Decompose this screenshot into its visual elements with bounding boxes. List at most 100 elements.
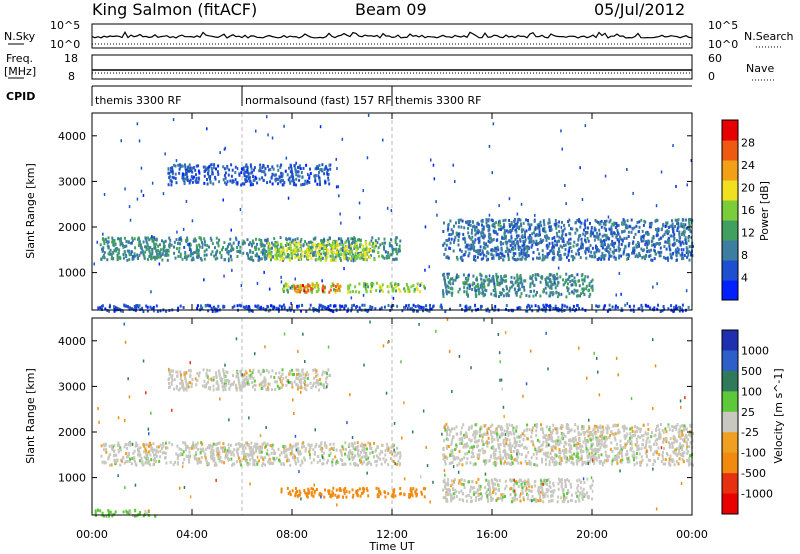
echo-cell [389,282,392,286]
echo-cell [303,254,306,258]
echo-cell [232,247,235,251]
echo-cell [280,374,283,378]
echo-cell [188,166,191,170]
echo-region [100,441,402,467]
echo-cell [394,238,397,242]
echo-cell [550,286,553,290]
echo-cell [634,255,637,259]
echo-cell [264,378,267,382]
echo-cell [335,285,337,288]
echo-cell [302,166,305,170]
echo-cell [482,225,485,229]
echo-cell [487,257,489,261]
echo-cell [565,295,568,299]
echo-cell [525,251,528,255]
echo-cell [484,246,487,250]
echo-cell [561,220,563,224]
echo-cell [525,294,528,297]
echo-cell [125,239,128,243]
echo-cell [590,226,593,230]
echo-cell [415,493,418,497]
echo-cell [597,235,600,238]
echo-cell [644,257,647,261]
echo-cell [590,230,593,234]
echo-cell [640,237,643,241]
echo-noise [271,136,274,140]
echo-cell [386,442,389,446]
echo-cell [313,174,316,178]
echo-cell [585,231,588,235]
echo-cell [295,368,298,372]
echo-cell [507,230,510,234]
echo-cell [522,221,525,225]
echo-cell [483,285,486,289]
echo-cell [416,288,419,292]
echo-cell [362,443,365,447]
echo-cell [328,242,331,246]
echo-cell [241,182,244,186]
echo-cell [306,286,309,290]
echo-noise [341,137,344,141]
echo-cell [398,456,401,460]
echo-cell [206,182,209,186]
echo-cell [270,451,273,455]
echo-region [293,282,342,294]
echo-cell [633,251,635,255]
echo-cell [270,258,272,262]
echo-cell [315,281,318,285]
echo-noise [188,242,190,246]
echo-cell [248,257,251,261]
echo-cell [152,458,155,462]
echo-cell [310,491,313,495]
echo-cell [335,488,338,492]
echo-cell [356,255,359,259]
echo-cell [245,460,248,464]
echo-cell [442,295,445,299]
echo-cell [597,237,600,241]
echo-cell [204,384,207,388]
echo-cell [286,457,289,461]
echo-cell [211,448,214,452]
echo-cell [502,225,505,229]
echo-cell [366,282,369,286]
nsky-series-line [91,30,693,39]
echo-cell [148,238,151,242]
echo-cell [303,489,306,492]
echo-cell [496,232,499,236]
echo-cell [593,238,596,242]
echo-cell [612,231,615,235]
echo-cell [553,252,555,256]
echo-cell [564,243,567,247]
echo-cell [309,381,312,385]
echo-cell [133,449,136,453]
echo-cell [689,228,691,232]
echo-cell [123,250,126,254]
echo-cell [641,229,644,233]
echo-cell [205,372,208,375]
echo-noise [604,174,607,178]
echo-cell [260,446,263,450]
echo-cell [479,252,482,256]
echo-cell [586,247,589,251]
echo-cell [469,223,472,227]
echo-cell [496,282,499,286]
echo-cell [274,388,277,391]
echo-cell [446,272,449,276]
echo-cell [113,449,115,453]
echo-cell [489,233,492,237]
echo-cell [472,274,475,278]
echo-cell [305,290,308,294]
echo-cell [660,228,663,232]
echo-cell [340,258,342,262]
echo-cell [621,230,624,234]
echo-cell [641,306,644,310]
echo-cell [482,253,485,257]
echo-cell [499,251,502,255]
echo-cell [450,292,453,296]
echo-cell [501,252,504,256]
echo-cell [444,310,447,313]
echo-cell [331,458,334,461]
echo-cell [186,179,189,182]
echo-cell [300,374,303,378]
echo-cell [296,290,299,294]
